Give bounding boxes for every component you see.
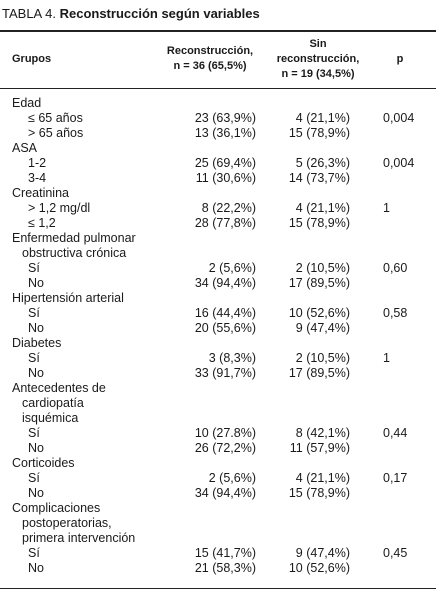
header-col2: Sin xyxy=(309,38,327,50)
group-name: obstructiva crónica xyxy=(22,246,127,260)
row-label: > 65 años xyxy=(28,126,84,140)
cell-sin-reconstruccion: 4 (21,1%) xyxy=(295,201,350,215)
row-label: No xyxy=(28,276,44,290)
cell-reconstruccion: 33 (91,7%) xyxy=(194,366,256,380)
row-label: Sí xyxy=(28,471,40,485)
cell-sin-reconstruccion: 9 (47,4%) xyxy=(295,546,350,560)
title-label: TABLA 4. xyxy=(2,6,56,21)
group-name: cardiopatía xyxy=(22,396,84,410)
cell-p: 0,58 xyxy=(383,306,408,320)
cell-reconstruccion: 25 (69,4%) xyxy=(194,156,256,170)
cell-sin-reconstruccion: 17 (89,5%) xyxy=(288,366,350,380)
cell-sin-reconstruccion: 2 (10,5%) xyxy=(295,351,350,365)
row-label: Sí xyxy=(28,261,40,275)
cell-reconstruccion: 16 (44,4%) xyxy=(194,306,256,320)
title-text: Reconstrucción según variables xyxy=(59,6,260,21)
cell-reconstruccion: 34 (94,4%) xyxy=(194,486,256,500)
cell-reconstruccion: 2 (5,6%) xyxy=(208,471,256,485)
cell-sin-reconstruccion: 15 (78,9%) xyxy=(288,486,350,500)
group-name: Edad xyxy=(12,96,42,110)
row-label: 3-4 xyxy=(28,171,47,185)
row-label: Sí xyxy=(28,546,40,560)
cell-reconstruccion: 21 (58,3%) xyxy=(194,561,256,575)
row-label: No xyxy=(28,486,44,500)
bottom-rule xyxy=(0,588,436,589)
top-rule xyxy=(0,30,436,32)
row-label: No xyxy=(28,321,44,335)
cell-p: 0,004 xyxy=(383,111,415,125)
cell-p: 0,60 xyxy=(383,261,408,275)
header-col2: n = 19 (34,5%) xyxy=(281,68,355,80)
header-p: p xyxy=(396,53,404,65)
row-label: No xyxy=(28,561,44,575)
row-label: No xyxy=(28,441,44,455)
cell-sin-reconstruccion: 17 (89,5%) xyxy=(288,276,350,290)
cell-reconstruccion: 3 (8,3%) xyxy=(208,351,256,365)
group-name: primera intervención xyxy=(22,531,136,545)
cell-p: 1 xyxy=(383,201,390,215)
group-name: Corticoides xyxy=(12,456,75,470)
cell-sin-reconstruccion: 2 (10,5%) xyxy=(295,261,350,275)
group-name: Hipertensión arterial xyxy=(12,291,124,305)
cell-sin-reconstruccion: 15 (78,9%) xyxy=(288,216,350,230)
group-name: Complicaciones xyxy=(12,501,101,515)
cell-reconstruccion: 10 (27.8%) xyxy=(194,426,256,440)
cell-reconstruccion: 23 (63,9%) xyxy=(194,111,256,125)
cell-sin-reconstruccion: 10 (52,6%) xyxy=(288,306,350,320)
group-name: isquémica xyxy=(22,411,79,425)
row-label: > 1,2 mg/dl xyxy=(28,201,91,215)
header-col2: reconstrucción, xyxy=(276,53,360,65)
group-name: Creatinina xyxy=(12,186,69,200)
cell-sin-reconstruccion: 15 (78,9%) xyxy=(288,126,350,140)
row-label: ≤ 1,2 xyxy=(28,216,56,230)
cell-sin-reconstruccion: 8 (42,1%) xyxy=(295,426,350,440)
cell-reconstruccion: 34 (94,4%) xyxy=(194,276,256,290)
header-rule xyxy=(0,88,436,89)
cell-sin-reconstruccion: 5 (26,3%) xyxy=(295,156,350,170)
row-label: Sí xyxy=(28,306,40,320)
cell-reconstruccion: 13 (36,1%) xyxy=(194,126,256,140)
cell-p: 1 xyxy=(383,351,390,365)
cell-sin-reconstruccion: 11 (57,9%) xyxy=(289,441,350,455)
row-label: 1-2 xyxy=(28,156,47,170)
row-label: Sí xyxy=(28,351,40,365)
cell-reconstruccion: 20 (55,6%) xyxy=(194,321,256,335)
header-col1: n = 36 (65,5%) xyxy=(173,60,247,72)
header-groups: Grupos xyxy=(12,53,52,65)
table-title: TABLA 4. Reconstrucción según variables xyxy=(2,6,260,21)
header-col1: Reconstrucción, xyxy=(166,45,254,57)
group-name: Enfermedad pulmonar xyxy=(12,231,136,245)
group-name: ASA xyxy=(12,141,38,155)
cell-reconstruccion: 11 (30,6%) xyxy=(195,171,256,185)
cell-reconstruccion: 15 (41,7%) xyxy=(194,546,256,560)
cell-p: 0,004 xyxy=(383,156,415,170)
group-name: Diabetes xyxy=(12,336,62,350)
cell-p: 0,45 xyxy=(383,546,408,560)
group-name: Antecedentes de xyxy=(12,381,106,395)
group-name: postoperatorias, xyxy=(22,516,112,530)
cell-p: 0,17 xyxy=(383,471,408,485)
row-label: Sí xyxy=(28,426,40,440)
cell-sin-reconstruccion: 10 (52,6%) xyxy=(288,561,350,575)
cell-reconstruccion: 2 (5,6%) xyxy=(208,261,256,275)
cell-sin-reconstruccion: 14 (73,7%) xyxy=(288,171,350,185)
cell-reconstruccion: 28 (77,8%) xyxy=(194,216,256,230)
row-label: No xyxy=(28,366,44,380)
cell-p: 0,44 xyxy=(383,426,408,440)
cell-reconstruccion: 26 (72,2%) xyxy=(194,441,256,455)
cell-sin-reconstruccion: 4 (21,1%) xyxy=(295,111,350,125)
row-label: ≤ 65 años xyxy=(28,111,83,125)
cell-sin-reconstruccion: 9 (47,4%) xyxy=(295,321,350,335)
cell-sin-reconstruccion: 4 (21,1%) xyxy=(295,471,350,485)
cell-reconstruccion: 8 (22,2%) xyxy=(201,201,256,215)
